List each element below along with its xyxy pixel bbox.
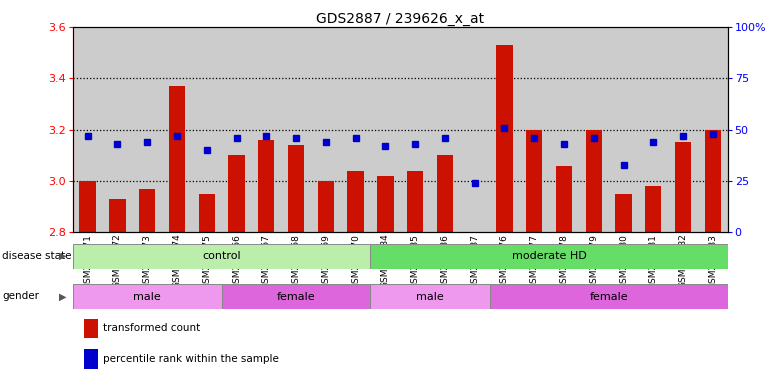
Bar [430,27,460,232]
Bar [281,27,311,232]
Bar [139,189,155,232]
Bar [585,130,602,232]
Bar [73,27,103,232]
Bar [698,27,728,232]
Text: moderate HD: moderate HD [512,251,587,262]
Text: male: male [416,291,444,302]
Text: female: female [277,291,316,302]
Bar [221,284,371,309]
Text: gender: gender [2,291,39,301]
Text: percentile rank within the sample: percentile rank within the sample [103,354,280,364]
Bar [192,27,221,232]
Bar [73,284,221,309]
Bar [103,27,133,232]
Bar [258,140,274,232]
Bar [489,27,519,232]
Bar [496,45,512,232]
Bar [198,194,215,232]
Bar [377,176,394,232]
Bar [221,27,251,232]
Bar [638,27,668,232]
Bar [579,27,609,232]
Bar [110,199,126,232]
Bar [228,155,244,232]
Title: GDS2887 / 239626_x_at: GDS2887 / 239626_x_at [316,12,484,26]
Bar [311,27,341,232]
Bar [556,166,572,232]
Bar [645,186,662,232]
Bar [549,27,579,232]
Text: ▶: ▶ [59,291,67,301]
Bar [348,171,364,232]
Bar [519,27,549,232]
Bar [705,130,721,232]
Text: female: female [589,291,628,302]
Bar [73,244,371,269]
Text: ▶: ▶ [59,251,67,261]
Bar [371,244,728,269]
Bar [162,27,192,232]
Text: disease state: disease state [2,251,72,261]
Bar [251,27,281,232]
Bar [169,86,185,232]
Bar [615,194,632,232]
Bar [460,27,489,232]
Bar [133,27,162,232]
Bar [371,284,489,309]
Text: transformed count: transformed count [103,323,201,333]
Bar [489,284,728,309]
Bar [371,27,401,232]
Bar [609,27,638,232]
Text: control: control [202,251,241,262]
Bar [341,27,371,232]
Text: male: male [133,291,161,302]
Bar [668,27,698,232]
Bar [437,155,453,232]
Bar [401,27,430,232]
Bar [318,181,334,232]
Bar [288,145,304,232]
Bar [407,171,424,232]
Bar [526,130,542,232]
Bar [80,181,96,232]
Bar [675,142,691,232]
